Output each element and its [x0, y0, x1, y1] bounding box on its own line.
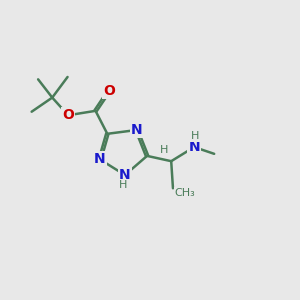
Text: H: H — [190, 131, 199, 141]
Text: N: N — [188, 140, 200, 154]
Text: N: N — [119, 168, 131, 182]
Text: CH₃: CH₃ — [174, 188, 195, 198]
Text: N: N — [94, 152, 106, 167]
Text: O: O — [103, 84, 115, 98]
Text: O: O — [62, 108, 74, 122]
Text: H: H — [119, 180, 128, 190]
Text: N: N — [131, 123, 142, 137]
Text: H: H — [160, 145, 168, 155]
